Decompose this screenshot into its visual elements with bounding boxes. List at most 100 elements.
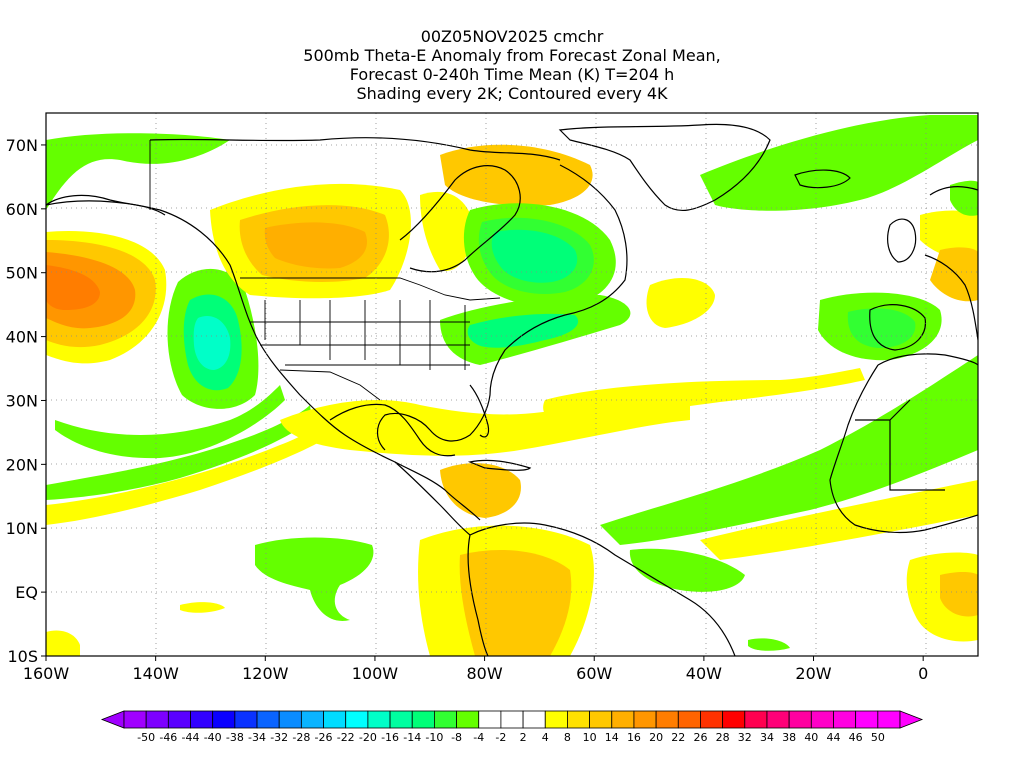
colorbar-label: 32 <box>738 731 752 744</box>
colorbar-swatch <box>190 710 214 729</box>
colorbar-swatch <box>478 710 502 729</box>
pacific-green-swirl <box>55 385 285 459</box>
pacific-green-patch <box>255 537 374 621</box>
colorbar-label: -44 <box>182 731 200 744</box>
north-america-north-coast <box>149 137 561 161</box>
colorbar-swatch <box>633 710 657 729</box>
north-america-west-coast <box>46 200 481 521</box>
colorbar-swatch <box>345 710 369 729</box>
colorbar-label: -38 <box>226 731 244 744</box>
florida <box>469 384 490 438</box>
colorbar-swatch <box>788 710 812 729</box>
colorbar-label: -4 <box>473 731 484 744</box>
lat-label-10S: 10S <box>7 647 38 666</box>
colorbar-label: 38 <box>782 731 796 744</box>
lat-label-60N: 60N <box>6 200 38 219</box>
lat-label-40N: 40N <box>6 328 38 347</box>
lon-label-20W: 20W <box>795 664 831 683</box>
lat-label-70N: 70N <box>6 136 38 155</box>
us-state-lines-2 <box>250 321 470 366</box>
south-america-coast <box>467 522 736 656</box>
colorbar-label: -34 <box>248 731 266 744</box>
colorbar-swatch <box>722 710 746 729</box>
colorbar-swatch <box>766 710 790 729</box>
colorbar-swatch <box>278 710 302 729</box>
colorbar-label: -16 <box>381 731 399 744</box>
british-isles <box>887 218 917 263</box>
caribbean-yellow-band <box>280 397 690 456</box>
colorbar-swatch <box>234 710 258 729</box>
pacific-warm-peak <box>46 265 100 310</box>
colorbar-label: -26 <box>315 731 333 744</box>
iceland <box>794 169 851 189</box>
colorbar-label: 34 <box>760 731 774 744</box>
colorbar-swatch <box>522 710 546 729</box>
pacific-yellow-band <box>46 420 340 525</box>
iberia-coast <box>869 304 926 351</box>
colorbar-swatch <box>544 710 568 729</box>
colorbar-label: -32 <box>270 731 288 744</box>
title-line-2: 500mb Theta-E Anomaly from Forecast Zona… <box>303 46 721 65</box>
colorbar-swatch <box>145 710 169 729</box>
colorbar-swatch <box>256 710 280 729</box>
political-borders <box>149 140 501 401</box>
colorbar-label: -20 <box>359 731 377 744</box>
colorbar-label: 44 <box>826 731 840 744</box>
labrador-warm <box>420 191 475 271</box>
hudson-warm <box>440 144 593 206</box>
colorbar-swatch <box>456 710 480 729</box>
latitude-labels: 70N 60N 50N 40N 30N 20N 10N EQ 10S <box>6 136 46 666</box>
california-cold-core <box>193 316 231 370</box>
north-america-east-coast <box>376 164 628 451</box>
colorbar-label: 26 <box>693 731 707 744</box>
colorbar-swatch <box>433 710 457 729</box>
colorbar-label: -46 <box>159 731 177 744</box>
colorbar-swatch <box>589 710 613 729</box>
colorbar-label: 4 <box>542 731 549 744</box>
colorbar-swatch <box>411 710 435 729</box>
colorbar-label: -2 <box>495 731 506 744</box>
colorbar-swatch <box>367 710 391 729</box>
colorbar-label: 28 <box>716 731 730 744</box>
plot-frame <box>45 112 979 657</box>
lon-label-160W: 160W <box>23 664 70 683</box>
lon-label-60W: 60W <box>576 664 612 683</box>
colorbar-label: 16 <box>627 731 641 744</box>
lat-label-30N: 30N <box>6 391 38 410</box>
arctic-negative-band <box>46 133 230 210</box>
lon-label-100W: 100W <box>352 664 399 683</box>
lon-label-120W: 120W <box>242 664 289 683</box>
colorbar-arrow-right <box>899 710 924 729</box>
colorbar: -50 -46 -44 -40 -38 -34 -32 -28 -26 -22 -20 -16 -14-… <box>100 710 924 744</box>
central-america <box>394 461 471 536</box>
colorbar-swatch <box>323 710 347 729</box>
colorbar-swatch <box>833 710 857 729</box>
colorbar-label: -10 <box>425 731 443 744</box>
colorbar-label: -28 <box>292 731 310 744</box>
colorbar-label: -22 <box>337 731 355 744</box>
lat-label-50N: 50N <box>6 264 38 283</box>
canada-warm-core <box>264 222 368 269</box>
us-canada-border <box>240 277 501 301</box>
colorbar-label: 40 <box>804 731 818 744</box>
colorbar-swatch <box>123 710 147 729</box>
tropical-yellow-speck-1 <box>180 602 225 613</box>
tropical-yellow-speck-2 <box>46 630 80 656</box>
longitude-labels: 160W 140W 120W 100W 80W 60W 40W 20W 0 <box>23 656 928 683</box>
hudson-bay-coast <box>399 165 521 273</box>
title-line-1: 00Z05NOV2025 cmchr <box>420 27 604 46</box>
quebec-cold-core <box>491 229 578 283</box>
lat-label-10N: 10N <box>6 519 38 538</box>
colorbar-swatch <box>810 710 834 729</box>
title-line-4: Shading every 2K; Contoured every 4K <box>356 84 668 103</box>
title-line-3: Forecast 0-240h Time Mean (K) T=204 h <box>349 65 675 84</box>
colorbar-swatch <box>744 710 768 729</box>
east-us-cold-core <box>467 313 579 348</box>
lon-label-140W: 140W <box>132 664 179 683</box>
us-mexico-border <box>279 369 381 401</box>
colorbar-swatch <box>567 710 591 729</box>
colorbar-swatch <box>677 710 701 729</box>
europe-green-edge <box>950 180 978 216</box>
europe-coast <box>924 186 978 341</box>
